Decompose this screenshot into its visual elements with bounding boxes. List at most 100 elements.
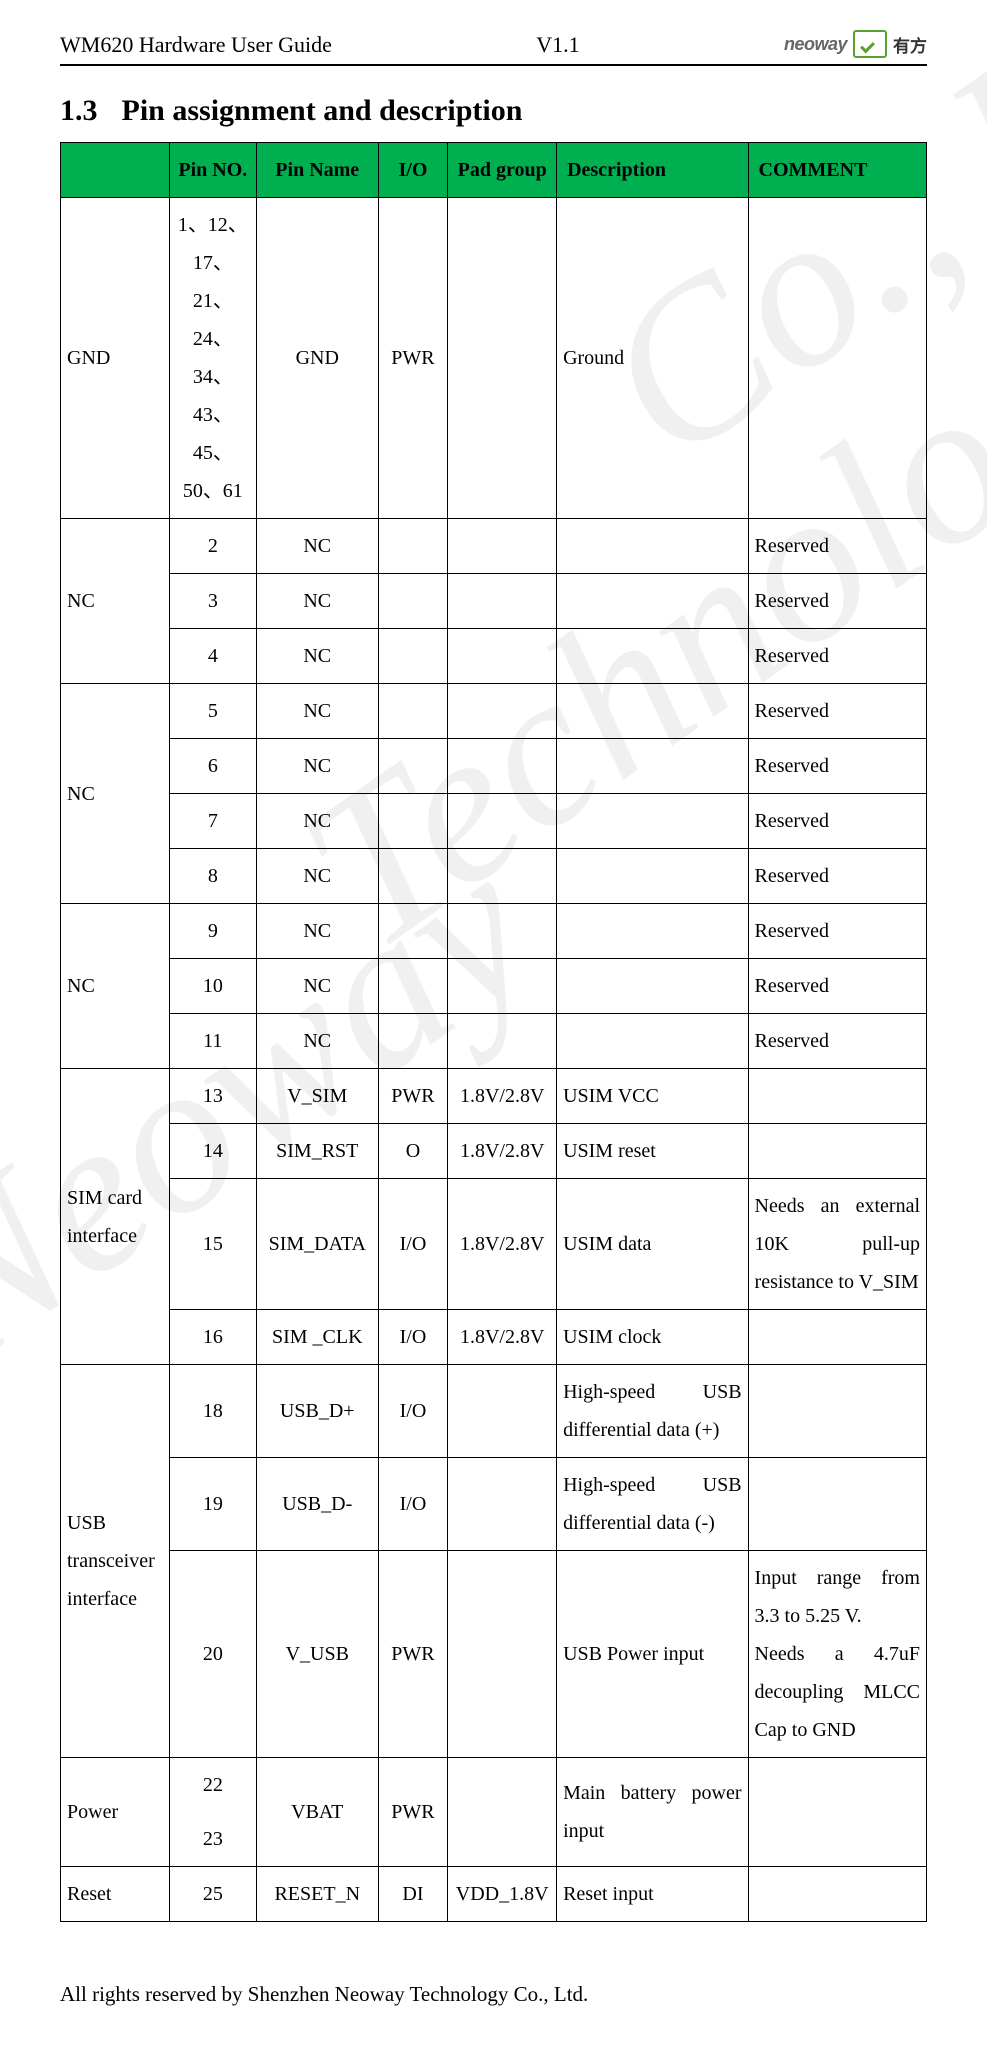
table-cell	[557, 794, 748, 849]
table-row: 10NCReserved	[61, 959, 927, 1014]
table-cell: USIM clock	[557, 1310, 748, 1365]
col-comment: COMMENT	[748, 143, 926, 198]
header-divider	[60, 64, 927, 66]
table-cell: SIM_RST	[256, 1124, 378, 1179]
table-cell: 20	[169, 1551, 256, 1758]
table-cell: I/O	[378, 1365, 448, 1458]
table-cell: USB_D-	[256, 1458, 378, 1551]
table-row: 15SIM_DATAI/O1.8V/2.8VUSIM dataNeeds an …	[61, 1179, 927, 1310]
table-cell: RESET_N	[256, 1867, 378, 1922]
table-cell: Reserved	[748, 794, 926, 849]
table-cell: 9	[169, 904, 256, 959]
table-cell	[448, 904, 557, 959]
table-row: 3NCReserved	[61, 574, 927, 629]
table-cell: Power	[61, 1758, 170, 1867]
table-cell	[557, 904, 748, 959]
table-cell: GND	[256, 198, 378, 519]
table-cell	[557, 684, 748, 739]
table-cell: VDD_1.8V	[448, 1867, 557, 1922]
table-cell: GND	[61, 198, 170, 519]
table-cell: V_SIM	[256, 1069, 378, 1124]
table-row: 6NCReserved	[61, 739, 927, 794]
doc-version: V1.1	[536, 32, 579, 58]
table-cell: V_USB	[256, 1551, 378, 1758]
table-cell	[448, 574, 557, 629]
table-cell: USB_D+	[256, 1365, 378, 1458]
table-cell	[448, 1551, 557, 1758]
section-number: 1.3	[60, 94, 98, 127]
logo-check-icon	[853, 30, 887, 58]
pin-table: Pin NO. Pin Name I/O Pad group Descripti…	[60, 142, 927, 1922]
table-cell: NC	[256, 849, 378, 904]
table-cell: 13	[169, 1069, 256, 1124]
table-cell: USIM VCC	[557, 1069, 748, 1124]
table-cell	[378, 739, 448, 794]
table-cell	[378, 959, 448, 1014]
table-cell	[748, 1310, 926, 1365]
table-cell	[448, 629, 557, 684]
table-cell	[557, 849, 748, 904]
table-cell: 10	[169, 959, 256, 1014]
table-cell	[378, 519, 448, 574]
table-cell: I/O	[378, 1458, 448, 1551]
table-cell: SIM _CLK	[256, 1310, 378, 1365]
table-cell	[448, 1458, 557, 1551]
table-row: NC5NCReserved	[61, 684, 927, 739]
table-cell: 1.8V/2.8V	[448, 1310, 557, 1365]
table-cell: 3	[169, 574, 256, 629]
table-row: 16SIM _CLKI/O1.8V/2.8VUSIM clock	[61, 1310, 927, 1365]
table-cell: Reserved	[748, 574, 926, 629]
table-row: NC9NCReserved	[61, 904, 927, 959]
table-cell: 19	[169, 1458, 256, 1551]
col-pin-no: Pin NO.	[169, 143, 256, 198]
table-row: 14SIM_RSTO1.8V/2.8VUSIM reset	[61, 1124, 927, 1179]
table-cell: NC	[256, 959, 378, 1014]
table-cell: 1.8V/2.8V	[448, 1179, 557, 1310]
table-cell: PWR	[378, 1069, 448, 1124]
table-cell: High-speed USB differential data (+)	[557, 1365, 748, 1458]
table-cell: Ground	[557, 198, 748, 519]
table-cell: NC	[61, 904, 170, 1069]
table-cell	[448, 198, 557, 519]
logo-text-en: neoway	[784, 34, 847, 55]
table-cell: 7	[169, 794, 256, 849]
table-cell: PWR	[378, 198, 448, 519]
table-cell	[448, 1365, 557, 1458]
table-row: GND1、12、17、21、24、34、43、45、50、61GNDPWRGro…	[61, 198, 927, 519]
table-row: 11NCReserved	[61, 1014, 927, 1069]
table-cell: I/O	[378, 1179, 448, 1310]
table-cell: 23	[169, 1812, 256, 1867]
table-cell: NC	[256, 904, 378, 959]
table-cell	[448, 959, 557, 1014]
section-title: Pin assignment and description	[122, 94, 523, 127]
table-cell	[557, 574, 748, 629]
table-cell: 1.8V/2.8V	[448, 1069, 557, 1124]
table-cell	[557, 739, 748, 794]
table-cell: NC	[61, 684, 170, 904]
table-row: Power22VBATPWRMain battery power input	[61, 1758, 927, 1813]
table-cell	[748, 1124, 926, 1179]
table-cell: 2	[169, 519, 256, 574]
table-cell	[448, 519, 557, 574]
table-cell: USIM data	[557, 1179, 748, 1310]
table-cell: DI	[378, 1867, 448, 1922]
table-cell	[378, 849, 448, 904]
table-cell: 14	[169, 1124, 256, 1179]
table-cell	[748, 1069, 926, 1124]
table-row: 7NCReserved	[61, 794, 927, 849]
table-cell	[448, 1014, 557, 1069]
table-cell	[378, 904, 448, 959]
col-description: Description	[557, 143, 748, 198]
table-row: SIM card interface13V_SIMPWR1.8V/2.8VUSI…	[61, 1069, 927, 1124]
page-footer: All rights reserved by Shenzhen Neoway T…	[60, 1982, 927, 2007]
table-cell	[448, 849, 557, 904]
table-cell: NC	[256, 629, 378, 684]
table-cell: SIM card interface	[61, 1069, 170, 1365]
table-cell: SIM_DATA	[256, 1179, 378, 1310]
table-cell	[378, 1014, 448, 1069]
table-cell: 1.8V/2.8V	[448, 1124, 557, 1179]
table-cell	[448, 739, 557, 794]
table-cell: NC	[256, 739, 378, 794]
table-row: 4NCReserved	[61, 629, 927, 684]
table-cell: PWR	[378, 1551, 448, 1758]
